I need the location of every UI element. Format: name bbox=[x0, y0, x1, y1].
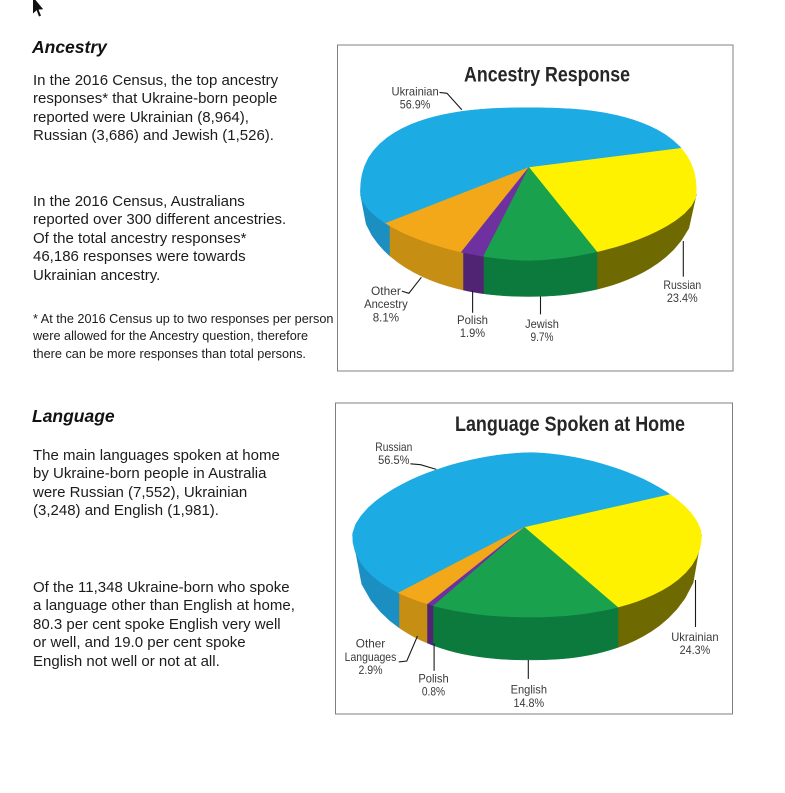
svg-text:8.1%: 8.1% bbox=[373, 310, 400, 324]
svg-text:1.9%: 1.9% bbox=[460, 326, 485, 340]
svg-text:Other: Other bbox=[356, 637, 385, 651]
svg-text:English: English bbox=[511, 683, 547, 697]
svg-text:Ancestry Response: Ancestry Response bbox=[464, 63, 630, 86]
svg-text:Polish: Polish bbox=[418, 671, 448, 685]
svg-text:Russian: Russian bbox=[375, 440, 412, 454]
svg-text:56.9%: 56.9% bbox=[400, 98, 431, 112]
svg-text:Other: Other bbox=[371, 284, 401, 298]
svg-text:Language Spoken at Home: Language Spoken at Home bbox=[455, 413, 685, 436]
svg-text:Ancestry: Ancestry bbox=[364, 297, 408, 311]
svg-text:Polish: Polish bbox=[457, 313, 488, 327]
svg-text:14.8%: 14.8% bbox=[514, 696, 545, 710]
svg-text:9.7%: 9.7% bbox=[531, 330, 554, 344]
svg-text:Jewish: Jewish bbox=[525, 317, 559, 331]
svg-text:56.5%: 56.5% bbox=[378, 453, 410, 467]
svg-text:Russian: Russian bbox=[663, 278, 701, 292]
svg-text:23.4%: 23.4% bbox=[667, 291, 698, 305]
svg-text:2.9%: 2.9% bbox=[358, 663, 382, 677]
svg-text:0.8%: 0.8% bbox=[422, 685, 445, 699]
svg-text:24.3%: 24.3% bbox=[680, 643, 711, 657]
svg-text:Ukrainian: Ukrainian bbox=[392, 85, 439, 99]
svg-text:Languages: Languages bbox=[345, 650, 397, 664]
svg-text:Ukrainian: Ukrainian bbox=[671, 630, 718, 644]
